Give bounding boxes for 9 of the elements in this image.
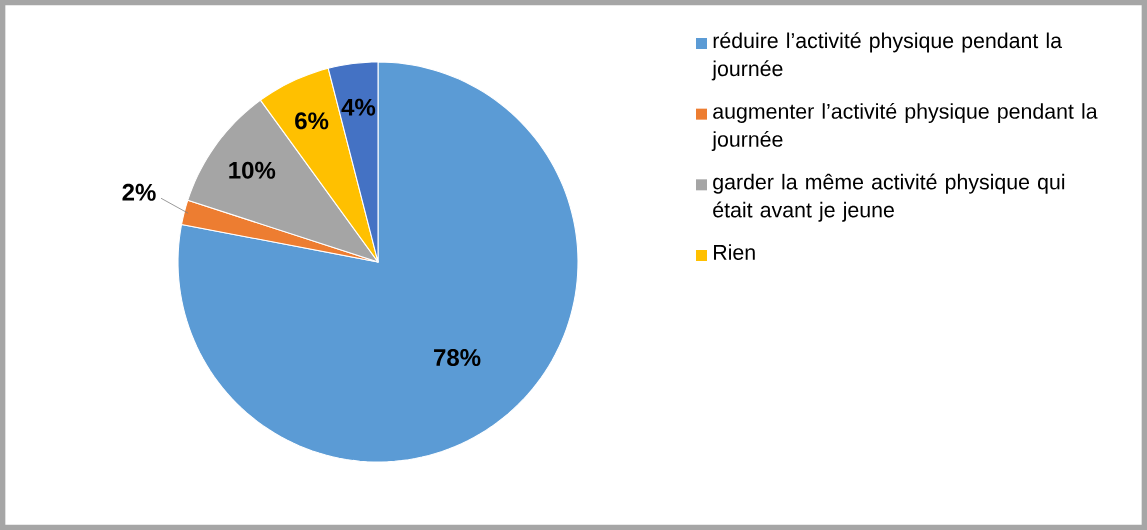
- data-label: 4%: [341, 98, 376, 116]
- data-label: 10%: [229, 161, 276, 179]
- legend-label: garder la même activité physique qui était avant je jeune: [713, 173, 1065, 222]
- data-label: 78%: [434, 349, 481, 367]
- data-label: 6%: [295, 112, 329, 130]
- legend-label: réduire l’activité physique pendant la journée: [711, 32, 1063, 81]
- legend-label: augmenter l’activité physique pendant la journée: [711, 102, 1098, 152]
- data-label: 2%: [122, 183, 156, 201]
- legend-label: Rien: [714, 244, 755, 260]
